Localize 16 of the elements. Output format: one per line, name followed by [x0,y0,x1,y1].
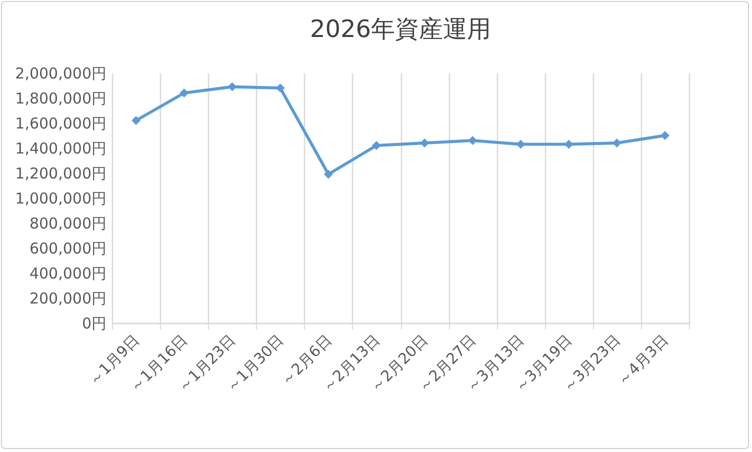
y-tick-label: 1,400,000円 [15,140,106,158]
y-tick-label: 400,000円 [29,264,106,282]
point [660,131,670,140]
y-tick-label: 2,000,000円 [15,64,106,82]
point [324,170,333,179]
y-tick-label: 200,000円 [29,290,106,308]
point [372,141,381,150]
y-tick-label: 1,600,000円 [15,114,106,132]
y-tick-label: 600,000円 [29,240,106,258]
y-tick-label: 1,800,000円 [15,90,106,108]
y-tick-label: 800,000円 [29,214,106,232]
chart-title: 2026年資産運用 [310,15,492,43]
y-tick-label: 1,000,000円 [15,190,106,208]
y-tick-label: 0円 [82,314,106,332]
point [132,116,141,125]
y-tick-label: 1,200,000円 [15,164,106,182]
